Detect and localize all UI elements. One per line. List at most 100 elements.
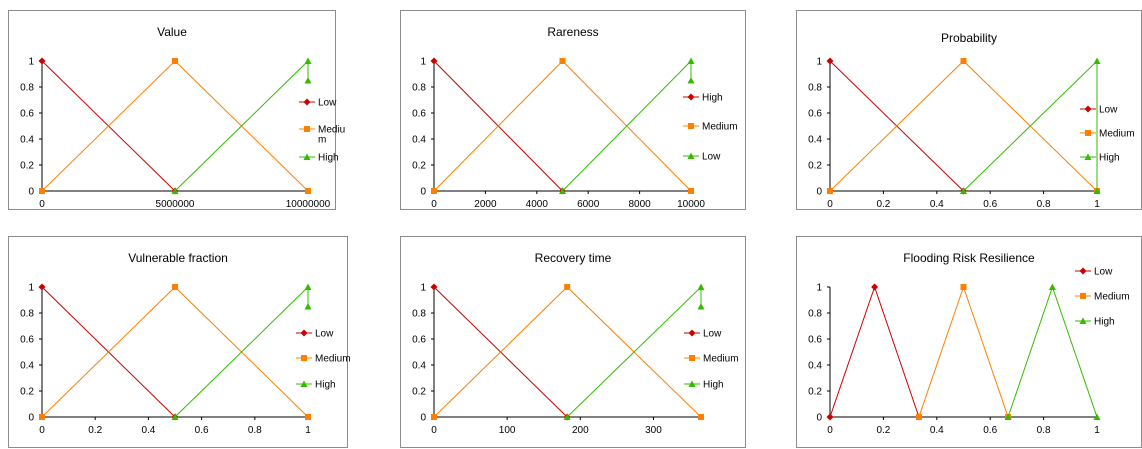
legend-label: High — [1099, 153, 1120, 164]
x-tick-label: 0.2 — [876, 425, 890, 436]
data-point — [826, 57, 834, 65]
chart-plot: 0 0.2 0.4 0.6 0.8 1 0 100 200 300 Low Medium High — [412, 283, 738, 437]
y-tick-label: 0.8 — [808, 309, 822, 320]
x-tick-label: 200 — [572, 425, 589, 436]
data-point — [915, 414, 922, 420]
data-point — [172, 284, 178, 290]
legend-label: Low — [318, 98, 337, 109]
data-point — [304, 57, 312, 64]
data-point — [563, 413, 571, 420]
chart-panel-vulnerable-fraction: Vulnerable fraction 0 0.2 0.4 0.6 0.8 1 0 0.2 0.… — [8, 236, 351, 448]
y-tick-label: 0.8 — [20, 83, 34, 94]
data-point — [960, 58, 967, 64]
legend-marker — [301, 355, 307, 361]
x-tick-label: 0.8 — [1037, 199, 1051, 210]
chart-title: Rareness — [547, 25, 599, 39]
y-tick-label: 0.6 — [808, 335, 822, 346]
x-tick-label: 100 — [499, 425, 516, 436]
data-point — [698, 414, 704, 420]
chart-panel-probability: Probability 0 0.2 0.4 0.6 0.8 1 0 0.2 0.4 0.6 0.8 1… — [796, 10, 1142, 210]
y-tick-label: 0.2 — [808, 387, 822, 398]
data-point — [304, 77, 312, 84]
y-tick-label: 0.8 — [412, 309, 426, 320]
data-point — [688, 188, 694, 194]
x-tick-label: 0.6 — [195, 425, 209, 436]
data-point — [697, 283, 705, 290]
y-tick-label: 0.4 — [808, 135, 822, 146]
y-tick-label: 0 — [816, 413, 822, 424]
y-tick-label: 1 — [816, 283, 822, 294]
x-tick-label: 1 — [1094, 425, 1100, 436]
data-point — [304, 303, 312, 310]
legend-label: Mediu — [318, 125, 345, 136]
data-point — [1093, 57, 1101, 64]
data-point — [1004, 413, 1012, 420]
x-tick-label: 0.2 — [876, 199, 890, 210]
x-tick-label: 0.6 — [983, 199, 997, 210]
x-tick-label: 1 — [305, 425, 311, 436]
y-tick-label: 0.6 — [20, 335, 34, 346]
data-point — [305, 188, 311, 194]
x-tick-label: 0.8 — [1037, 425, 1051, 436]
x-tick-label: 0.2 — [88, 425, 102, 436]
legend-label: Low — [315, 329, 334, 340]
legend-marker — [688, 123, 694, 129]
chart-plot: 0 0.2 0.4 0.6 0.8 1 0 5000000 10000000 Low MediumH… — [20, 57, 345, 211]
legend-marker — [300, 329, 308, 337]
data-point — [1093, 413, 1101, 420]
x-tick-label: 0.4 — [141, 425, 155, 436]
data-point — [687, 57, 695, 64]
x-tick-label: 0 — [827, 425, 833, 436]
data-point — [305, 414, 311, 420]
chart-panel-rareness: Rareness 0 0.2 0.4 0.6 0.8 1 0 2000 4000 6000 8000… — [400, 10, 746, 210]
chart-plot: 0 0.2 0.4 0.6 0.8 1 0 2000 4000 6000 8000 10000 High… — [412, 57, 738, 211]
legend-marker — [687, 93, 695, 101]
legend-label: High — [702, 93, 723, 104]
chart-plot: 0 0.2 0.4 0.6 0.8 1 0 0.2 0.4 0.6 0.8 1 Low Medium Hig… — [808, 57, 1134, 211]
x-tick-label: 0 — [827, 199, 833, 210]
chart-panel-recovery-time: Recovery time 0 0.2 0.4 0.6 0.8 1 0 100 200 300 Lo… — [400, 236, 746, 448]
x-tick-label: 0 — [39, 199, 45, 210]
data-point — [39, 188, 45, 194]
legend-marker — [688, 329, 696, 337]
x-tick-label: 1 — [1094, 199, 1100, 210]
y-tick-label: 0.4 — [20, 135, 34, 146]
legend-label: m — [318, 135, 326, 146]
data-point — [1093, 187, 1101, 194]
data-point — [826, 413, 834, 421]
legend-label: Medium — [702, 122, 738, 133]
chart-title: Recovery time — [534, 251, 612, 265]
y-tick-label: 1 — [28, 283, 34, 294]
y-tick-label: 0.6 — [412, 335, 426, 346]
legend-marker — [303, 98, 311, 106]
y-tick-label: 0.8 — [808, 83, 822, 94]
x-tick-label: 0.4 — [930, 425, 944, 436]
x-tick-label: 0 — [39, 425, 45, 436]
y-tick-label: 0.4 — [808, 361, 822, 372]
x-tick-label: 4000 — [526, 199, 549, 210]
series-line — [41, 60, 309, 192]
y-tick-label: 0.8 — [20, 309, 34, 320]
y-tick-label: 1 — [420, 57, 426, 68]
x-tick-label: 10000000 — [286, 199, 331, 210]
legend-label: Medium — [315, 354, 351, 365]
x-tick-label: 0.6 — [983, 425, 997, 436]
y-tick-label: 0 — [420, 413, 426, 424]
y-tick-label: 0 — [28, 187, 34, 198]
y-tick-label: 0.2 — [412, 161, 426, 172]
y-tick-label: 1 — [816, 57, 822, 68]
data-point — [697, 303, 705, 310]
legend-marker — [688, 380, 696, 387]
legend-label: High — [1094, 317, 1115, 328]
y-tick-label: 0.6 — [808, 109, 822, 120]
chart-title: Flooding Risk Resilience — [903, 251, 1035, 265]
y-tick-label: 0.6 — [20, 109, 34, 120]
x-tick-label: 8000 — [628, 199, 651, 210]
y-tick-label: 0.6 — [412, 109, 426, 120]
y-tick-label: 0.4 — [20, 361, 34, 372]
legend-marker — [1084, 153, 1092, 160]
y-tick-label: 0.4 — [412, 135, 426, 146]
y-tick-label: 0 — [28, 413, 34, 424]
data-point — [171, 413, 179, 420]
legend-marker — [1080, 293, 1086, 299]
